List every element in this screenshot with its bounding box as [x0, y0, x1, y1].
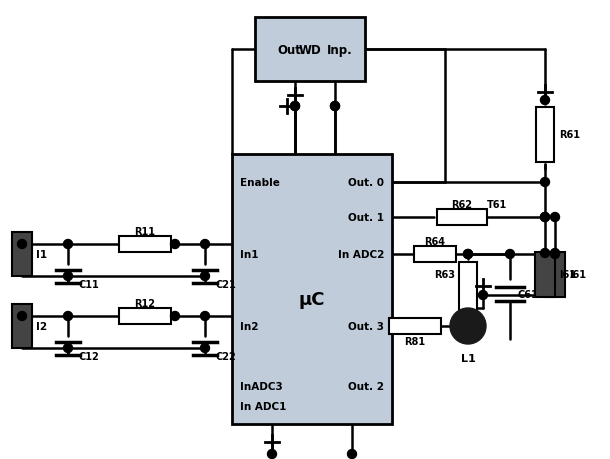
Text: Out. 2: Out. 2 [348, 381, 384, 391]
Text: Inp.: Inp. [327, 44, 353, 56]
Circle shape [506, 250, 514, 259]
Circle shape [18, 312, 26, 321]
Bar [12, 233, 32, 276]
Text: R81: R81 [404, 336, 426, 346]
Circle shape [464, 250, 473, 259]
Bar [232, 155, 392, 424]
Bar [437, 210, 487, 225]
Circle shape [201, 240, 209, 249]
Text: In1: In1 [240, 249, 259, 259]
Text: C22: C22 [215, 351, 235, 361]
Bar [414, 246, 456, 263]
Circle shape [63, 312, 73, 321]
Bar [12, 304, 32, 348]
Text: R64: R64 [425, 236, 445, 246]
Circle shape [540, 213, 550, 222]
Text: Out. 1: Out. 1 [348, 213, 384, 223]
Circle shape [18, 240, 26, 249]
Circle shape [540, 213, 550, 222]
Text: R62: R62 [451, 200, 473, 210]
Circle shape [478, 291, 487, 300]
Bar [545, 252, 565, 297]
Text: InADC3: InADC3 [240, 381, 283, 391]
Bar [119, 236, 171, 252]
Bar [536, 107, 554, 162]
Text: C61: C61 [518, 289, 539, 299]
Circle shape [540, 249, 550, 258]
Text: T61: T61 [487, 200, 507, 210]
Text: Out. 3: Out. 3 [348, 321, 384, 331]
Circle shape [290, 102, 300, 111]
Bar [119, 308, 171, 325]
Text: R11: R11 [134, 226, 156, 236]
Text: Enable: Enable [240, 178, 280, 188]
Circle shape [201, 272, 209, 281]
Circle shape [290, 102, 300, 111]
Bar [389, 318, 441, 334]
Circle shape [63, 240, 73, 249]
Text: L1: L1 [461, 353, 475, 363]
Text: R63: R63 [434, 269, 455, 280]
Circle shape [171, 312, 179, 321]
Circle shape [450, 308, 486, 344]
Circle shape [201, 344, 209, 353]
Text: In ADC2: In ADC2 [337, 249, 384, 259]
Circle shape [63, 344, 73, 353]
Bar [255, 18, 365, 82]
Text: WD: WD [299, 44, 321, 56]
Text: In2: In2 [240, 321, 259, 331]
Text: C11: C11 [78, 280, 99, 289]
Circle shape [63, 272, 73, 281]
Text: I61: I61 [569, 269, 586, 280]
Circle shape [540, 178, 550, 187]
Text: I61: I61 [559, 269, 576, 280]
Bar [535, 252, 555, 297]
Circle shape [550, 213, 559, 222]
Circle shape [331, 102, 340, 111]
Text: I1: I1 [36, 249, 47, 259]
Circle shape [550, 250, 559, 259]
Circle shape [540, 96, 550, 105]
Circle shape [348, 449, 356, 459]
Circle shape [331, 102, 340, 111]
Text: Out. 0: Out. 0 [348, 178, 384, 188]
Circle shape [171, 240, 179, 249]
Bar [459, 262, 477, 317]
Text: I2: I2 [36, 321, 47, 331]
Text: Out.: Out. [277, 44, 306, 56]
Text: In ADC1: In ADC1 [240, 401, 286, 411]
Text: R61: R61 [559, 130, 580, 140]
Circle shape [201, 312, 209, 321]
Circle shape [550, 249, 559, 258]
Text: R12: R12 [134, 298, 156, 308]
Text: C21: C21 [215, 280, 235, 289]
Text: C12: C12 [78, 351, 99, 361]
Circle shape [268, 449, 276, 459]
Circle shape [464, 250, 473, 259]
Text: μC: μC [299, 291, 325, 308]
